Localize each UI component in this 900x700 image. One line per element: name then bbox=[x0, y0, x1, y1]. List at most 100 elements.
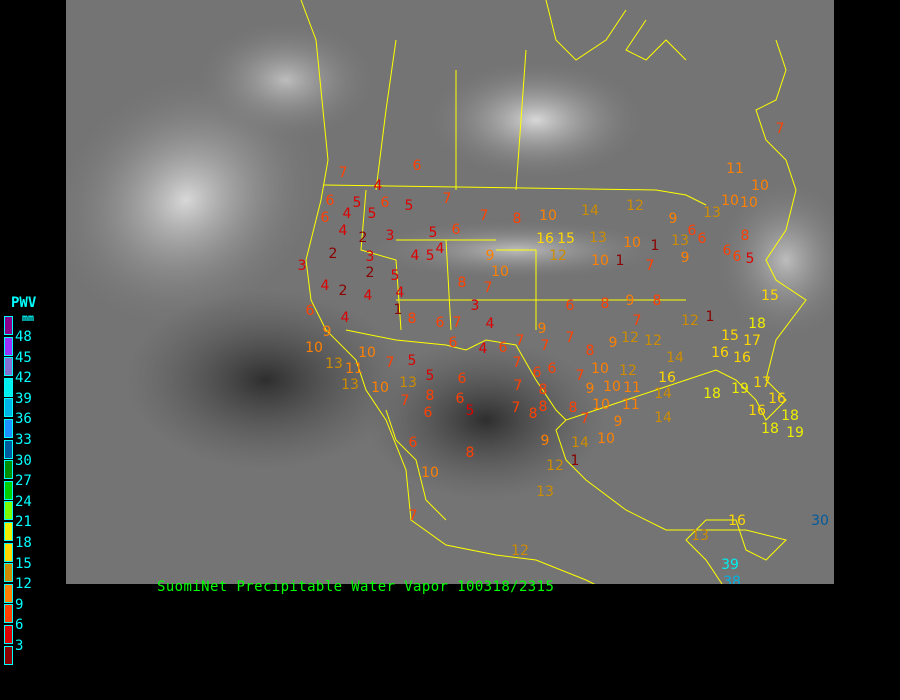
station-pwv-value: 9 bbox=[541, 433, 550, 449]
map-caption: SuomiNet Precipitable Water Vapor 100318… bbox=[157, 579, 555, 595]
station-pwv-value: 10 bbox=[740, 195, 758, 211]
cloud-band bbox=[426, 60, 646, 180]
station-pwv-value: 3 bbox=[386, 228, 395, 244]
station-pwv-value: 18 bbox=[748, 316, 766, 332]
pwv-legend: PWV mm 48 45 42 39 36 33 30 27 24 21 18 15 12 9 6 3 bbox=[0, 292, 60, 672]
station-pwv-value: 9 bbox=[538, 321, 547, 337]
station-pwv-value: 6 bbox=[321, 210, 330, 226]
legend-swatch bbox=[4, 357, 13, 377]
legend-label: 36 bbox=[15, 411, 32, 428]
station-pwv-value: 4 bbox=[341, 310, 350, 326]
station-pwv-value: 5 bbox=[426, 248, 435, 264]
legend-swatch bbox=[4, 398, 13, 418]
legend-unit: mm bbox=[22, 313, 35, 324]
station-pwv-value: 5 bbox=[408, 353, 417, 369]
station-pwv-value: 13 bbox=[703, 205, 721, 221]
legend-swatch bbox=[4, 583, 13, 603]
station-pwv-value: 4 bbox=[321, 278, 330, 294]
station-pwv-value: 9 bbox=[626, 293, 635, 309]
station-pwv-value: 13 bbox=[589, 230, 607, 246]
station-pwv-value: 7 bbox=[484, 280, 493, 296]
station-pwv-value: 9 bbox=[669, 211, 678, 227]
station-pwv-value: 19 bbox=[786, 425, 804, 441]
station-pwv-value: 12 bbox=[619, 363, 637, 379]
station-pwv-value: 8 bbox=[586, 343, 595, 359]
station-pwv-value: 7 bbox=[386, 355, 395, 371]
station-pwv-value: 18 bbox=[703, 386, 721, 402]
station-pwv-value: 1 bbox=[616, 253, 625, 269]
station-pwv-value: 2 bbox=[359, 230, 368, 246]
station-pwv-value: 10 bbox=[597, 431, 615, 447]
station-pwv-value: 5 bbox=[368, 206, 377, 222]
station-pwv-value: 12 bbox=[546, 458, 564, 474]
legend-swatch bbox=[4, 336, 13, 356]
station-pwv-value: 10 bbox=[751, 178, 769, 194]
legend-label: 12 bbox=[15, 576, 32, 593]
station-pwv-value: 4 bbox=[411, 248, 420, 264]
station-pwv-value: 7 bbox=[409, 508, 418, 524]
station-pwv-value: 6 bbox=[698, 231, 707, 247]
station-pwv-value: 4 bbox=[364, 288, 373, 304]
station-pwv-value: 1 bbox=[571, 453, 580, 469]
legend-label: 42 bbox=[15, 370, 32, 387]
station-pwv-value: 10 bbox=[358, 345, 376, 361]
station-pwv-value: 10 bbox=[591, 361, 609, 377]
station-pwv-value: 10 bbox=[591, 253, 609, 269]
cloud-band bbox=[716, 180, 834, 340]
station-pwv-value: 5 bbox=[353, 195, 362, 211]
dry-region bbox=[126, 290, 406, 470]
station-pwv-value: 14 bbox=[571, 435, 589, 451]
station-pwv-value: 6 bbox=[548, 361, 557, 377]
station-pwv-value: 7 bbox=[541, 338, 550, 354]
station-pwv-value: 1 bbox=[651, 238, 660, 254]
legend-title: PWV bbox=[11, 295, 37, 311]
station-pwv-value: 2 bbox=[329, 246, 338, 262]
station-pwv-value: 9 bbox=[323, 324, 332, 340]
station-pwv-value: 30 bbox=[811, 513, 829, 529]
station-pwv-value: 5 bbox=[405, 198, 414, 214]
station-pwv-value: 6 bbox=[723, 243, 732, 259]
station-pwv-value: 6 bbox=[424, 405, 433, 421]
station-pwv-value: 7 bbox=[566, 330, 575, 346]
station-pwv-value: 12 bbox=[549, 248, 567, 264]
legend-label: 3 bbox=[15, 638, 24, 654]
station-pwv-value: 8 bbox=[458, 275, 467, 291]
station-pwv-value: 4 bbox=[436, 241, 445, 257]
legend-label: 9 bbox=[15, 596, 24, 613]
station-pwv-value: 10 bbox=[421, 465, 439, 481]
station-pwv-value: 6 bbox=[733, 249, 742, 265]
station-pwv-value: 16 bbox=[711, 345, 729, 361]
station-pwv-value: 14 bbox=[654, 410, 672, 426]
station-pwv-value: 15 bbox=[721, 328, 739, 344]
station-pwv-value: 6 bbox=[413, 158, 422, 174]
station-pwv-value: 6 bbox=[688, 223, 697, 239]
station-pwv-value: 9 bbox=[681, 250, 690, 266]
station-pwv-value: 19 bbox=[731, 381, 749, 397]
station-pwv-value: 5 bbox=[391, 268, 400, 284]
station-pwv-value: 9 bbox=[486, 248, 495, 264]
station-pwv-value: 9 bbox=[609, 335, 618, 351]
station-pwv-value: 4 bbox=[486, 316, 495, 332]
station-pwv-value: 4 bbox=[396, 285, 405, 301]
station-pwv-value: 7 bbox=[776, 121, 785, 137]
station-pwv-value: 13 bbox=[325, 356, 343, 372]
station-pwv-value: 16 bbox=[733, 350, 751, 366]
boundary-lines bbox=[300, 0, 807, 584]
station-pwv-value: 17 bbox=[743, 333, 761, 349]
station-pwv-value: 5 bbox=[746, 251, 755, 267]
station-pwv-value: 13 bbox=[671, 233, 689, 249]
station-pwv-value: 6 bbox=[306, 303, 315, 319]
station-pwv-value: 8 bbox=[408, 311, 417, 327]
dry-region bbox=[366, 340, 606, 500]
station-pwv-value: 7 bbox=[646, 258, 655, 274]
station-pwv-value: 16 bbox=[768, 391, 786, 407]
station-pwv-value: 12 bbox=[511, 543, 529, 559]
station-pwv-value: 8 bbox=[601, 296, 610, 312]
station-pwv-value: 8 bbox=[513, 211, 522, 227]
station-pwv-value: 4 bbox=[339, 223, 348, 239]
station-pwv-value: 8 bbox=[539, 399, 548, 415]
cloud-band bbox=[196, 20, 376, 140]
station-pwv-value: 6 bbox=[436, 315, 445, 331]
